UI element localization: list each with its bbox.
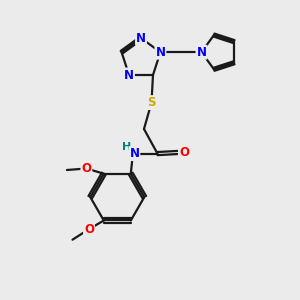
Text: H: H [122, 142, 131, 152]
Text: N: N [155, 46, 165, 59]
Text: N: N [196, 46, 206, 59]
Text: N: N [136, 32, 146, 45]
Text: S: S [147, 96, 156, 109]
Text: O: O [179, 146, 189, 159]
Text: N: N [124, 68, 134, 82]
Text: N: N [129, 147, 140, 160]
Text: O: O [81, 162, 92, 175]
Text: O: O [84, 223, 94, 236]
